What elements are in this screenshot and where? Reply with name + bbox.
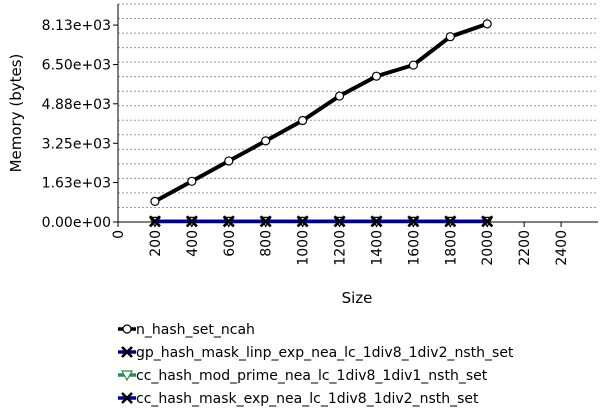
marker-stroke: [121, 346, 133, 358]
data-point: [259, 215, 272, 228]
data-point: [445, 32, 455, 42]
data-point: [298, 115, 308, 126]
data-point: [444, 215, 457, 228]
x-tick-label: 1800: [443, 230, 459, 266]
x-tick-label: 0: [111, 230, 127, 239]
marker-stroke: [259, 215, 272, 228]
legend-label: cc_hash_mask_exp_nea_lc_1div8_1div2_nsth…: [136, 391, 479, 407]
data-point: [224, 156, 234, 166]
y-tick-label: 4.88e+03: [42, 97, 111, 113]
series-group: [148, 19, 494, 228]
legend-entry: cc_hash_mask_exp_nea_lc_1div8_1div2_nsth…: [118, 391, 479, 407]
legend-swatch-marker: [121, 392, 133, 404]
grid-lines: [118, 3, 598, 208]
x-tick-label: 1200: [333, 230, 349, 266]
marker-stroke: [444, 215, 457, 228]
data-point: [481, 215, 494, 228]
series-line: [153, 22, 488, 204]
marker-stroke: [296, 215, 309, 228]
x-tick-label: 1000: [296, 230, 312, 266]
legend-swatch-marker: [122, 324, 132, 334]
data-point: [222, 215, 235, 228]
data-point: [261, 136, 271, 146]
data-point: [149, 215, 161, 228]
legend-entry: cc_hash_mod_prime_nea_lc_1div8_1div1_nst…: [118, 368, 488, 384]
legend: n_hash_set_ncah gp_hash_mask_linp_exp_nea…: [118, 322, 514, 407]
y-axis-title: Memory (bytes): [7, 54, 25, 173]
x-tick-label: 800: [259, 230, 275, 257]
legend-entry: n_hash_set_ncah: [118, 322, 255, 338]
x-tick-labels: 0 200 400 600 800 1000 1200 1400 1600 1800 2000 220…: [111, 230, 570, 266]
marker-stroke: [121, 392, 133, 404]
legend-label: cc_hash_mod_prime_nea_lc_1div8_1div1_nst…: [136, 368, 488, 384]
x-tick-label: 2000: [480, 230, 496, 266]
data-point: [482, 19, 492, 29]
y-tick-label: 6.50e+03: [42, 58, 111, 74]
data-point: [370, 215, 383, 228]
data-point: [371, 71, 382, 81]
x-tick-label: 600: [222, 230, 238, 257]
legend-label: gp_hash_mask_linp_exp_nea_lc_1div8_1div2…: [136, 345, 514, 361]
y-tick-label: 1.63e+03: [42, 176, 111, 192]
x-tick-label: 400: [185, 230, 201, 257]
marker-stroke: [481, 215, 494, 228]
marker-stroke: [407, 215, 420, 228]
marker-stroke: [333, 215, 346, 228]
x-tick-label: 200: [148, 230, 164, 257]
y-tick-label: 3.25e+03: [42, 136, 111, 152]
y-tick-label: 0.00e+00: [42, 215, 111, 231]
data-point: [185, 215, 198, 228]
legend-swatch-marker: [120, 370, 134, 382]
x-tick-label: 2200: [517, 230, 533, 266]
data-point: [333, 215, 346, 228]
y-tick-label: 8.13e+03: [42, 18, 111, 34]
data-point: [334, 91, 345, 101]
legend-swatch-marker: [121, 346, 133, 358]
marker-stroke: [185, 215, 198, 228]
x-axis-title: Size: [342, 289, 373, 307]
axes: [113, 4, 598, 227]
data-point: [296, 215, 309, 228]
x-tick-label: 1400: [369, 230, 385, 266]
data-point: [407, 215, 420, 228]
legend-label: n_hash_set_ncah: [136, 322, 255, 338]
x-tick-label: 2400: [554, 230, 570, 266]
marker-stroke: [222, 215, 235, 228]
legend-entry: gp_hash_mask_linp_exp_nea_lc_1div8_1div2…: [118, 345, 514, 361]
data-point: [187, 176, 197, 186]
marker-stroke: [149, 215, 161, 228]
data-point: [150, 196, 160, 207]
data-point: [408, 60, 418, 70]
y-tick-labels: 0.00e+00 1.63e+03 3.25e+03 4.88e+03 6.50e+03…: [42, 18, 111, 231]
x-tick-label: 1600: [406, 230, 422, 266]
marker-stroke: [370, 215, 383, 228]
